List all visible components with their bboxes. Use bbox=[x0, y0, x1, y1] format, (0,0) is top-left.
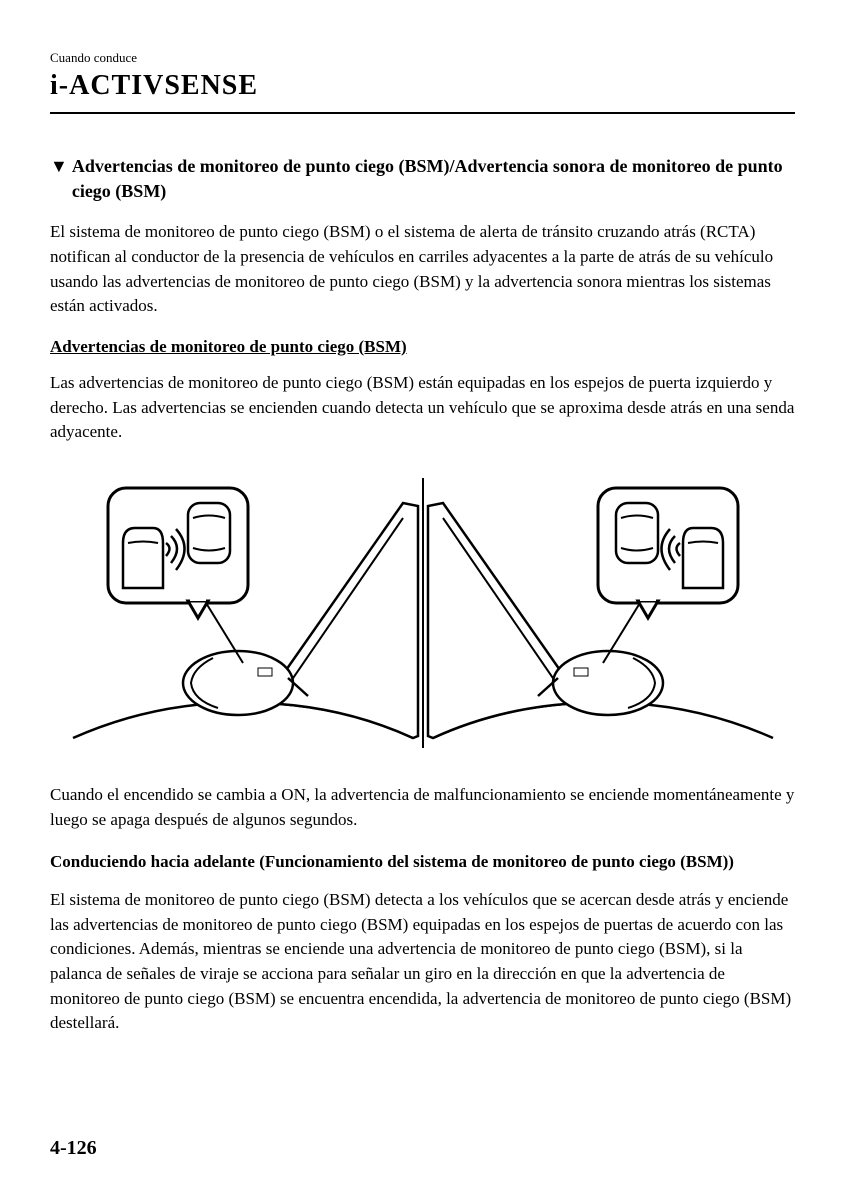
bsm-mirror-diagram bbox=[50, 463, 795, 763]
subsection-heading-2: Advertencias de monitoreo de punto ciego… bbox=[50, 337, 795, 357]
paragraph-3: Cuando el encendido se cambia a ON, la a… bbox=[50, 783, 795, 832]
bsm-diagram-svg bbox=[63, 468, 783, 758]
header-title: i-ACTIVSENSE bbox=[50, 70, 795, 114]
header-section-label: Cuando conduce bbox=[50, 50, 795, 66]
triangle-marker-icon: ▼ bbox=[50, 154, 68, 179]
paragraph-2: Las advertencias de monitoreo de punto c… bbox=[50, 371, 795, 445]
paragraph-1: El sistema de monitoreo de punto ciego (… bbox=[50, 220, 795, 319]
section-heading-1-text: Advertencias de monitoreo de punto ciego… bbox=[72, 154, 795, 204]
subsection-heading-4: Conduciendo hacia adelante (Funcionamien… bbox=[50, 850, 795, 874]
page-number: 4-126 bbox=[50, 1137, 97, 1160]
paragraph-4: El sistema de monitoreo de punto ciego (… bbox=[50, 888, 795, 1036]
section-heading-1: ▼ Advertencias de monitoreo de punto cie… bbox=[50, 154, 795, 204]
